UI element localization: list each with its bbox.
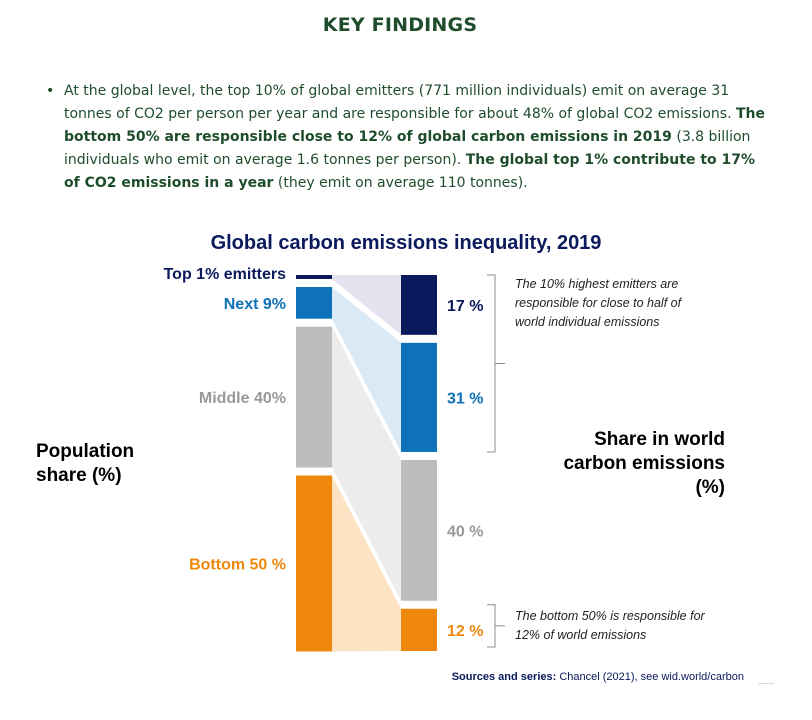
emissions-chart: Global carbon emissions inequality, 2019…: [28, 225, 780, 695]
bullet-icon: •: [46, 83, 55, 99]
annotation-bottom50-line: 12% of world emissions: [515, 628, 646, 642]
band-middle-40: [332, 326, 401, 601]
left-axis-label-line: share (%): [36, 465, 122, 486]
emissions-chart-svg: Global carbon emissions inequality, 2019…: [36, 232, 744, 683]
population-bar-top-1-emitters: [296, 275, 332, 279]
source-note: Sources and series: Chancel (2021), see …: [452, 671, 744, 683]
findings-part-3: (3.8 billion individuals who emit on ave…: [64, 129, 751, 168]
left-axis-label-line: Population: [36, 441, 134, 462]
emission-bar-middle-40: [401, 459, 437, 601]
findings-bold-top1: The global top 1% contribute to 17% of C…: [64, 152, 756, 191]
source-bold: Sources and series:: [452, 671, 557, 683]
band-bottom-50: [332, 475, 401, 652]
annotation-top10-line: world individual emissions: [515, 315, 660, 329]
emission-label-top-1-emitters: 17 %: [447, 298, 483, 315]
right-axis-label-line: (%): [695, 477, 725, 498]
annotation-top10-line: The 10% highest emitters are: [515, 277, 678, 291]
bottom50-bracket: [487, 604, 505, 648]
corner-divider: [758, 683, 774, 684]
category-label-next-9: Next 9%: [224, 296, 286, 313]
key-findings-heading: KEY FINDINGS: [322, 14, 478, 36]
emission-bar-top-1-emitters: [401, 275, 437, 335]
category-label-middle-40: Middle 40%: [199, 390, 286, 407]
category-label-top-1-emitters: Top 1% emitters: [164, 266, 287, 283]
population-bar-bottom-50: [296, 475, 332, 652]
emission-label-next-9: 31 %: [447, 390, 483, 407]
annotation-top10-line: responsible for close to half of: [515, 296, 683, 310]
findings-paragraph: • At the global level, the top 10% of gl…: [46, 80, 766, 195]
emission-label-bottom-50: 12 %: [447, 623, 483, 640]
population-bar-middle-40: [296, 326, 332, 468]
emission-bar-next-9: [401, 342, 437, 452]
emission-bar-bottom-50: [401, 608, 437, 651]
findings-part-1: At the global level, the top 10% of glob…: [64, 83, 736, 122]
chart-title: Global carbon emissions inequality, 2019: [211, 232, 602, 254]
findings-part-5: (they emit on average 110 tonnes).: [273, 175, 528, 191]
findings-bold-bottom50: The bottom 50% are responsible close to …: [64, 106, 765, 145]
emission-label-middle-40: 40 %: [447, 523, 483, 540]
right-axis-label-line: carbon emissions: [563, 453, 725, 474]
top10-bracket: [487, 274, 505, 453]
source-text: Chancel (2021), see wid.world/carbon: [556, 671, 744, 683]
findings-text: At the global level, the top 10% of glob…: [64, 80, 766, 195]
band-top-1-emitters: [332, 275, 401, 335]
population-bar-next-9: [296, 287, 332, 319]
category-label-bottom-50: Bottom 50 %: [189, 556, 286, 573]
right-axis-label-line: Share in world: [594, 429, 725, 450]
band-next-9: [332, 287, 401, 452]
annotation-bottom50-line: The bottom 50% is responsible for: [515, 609, 706, 623]
